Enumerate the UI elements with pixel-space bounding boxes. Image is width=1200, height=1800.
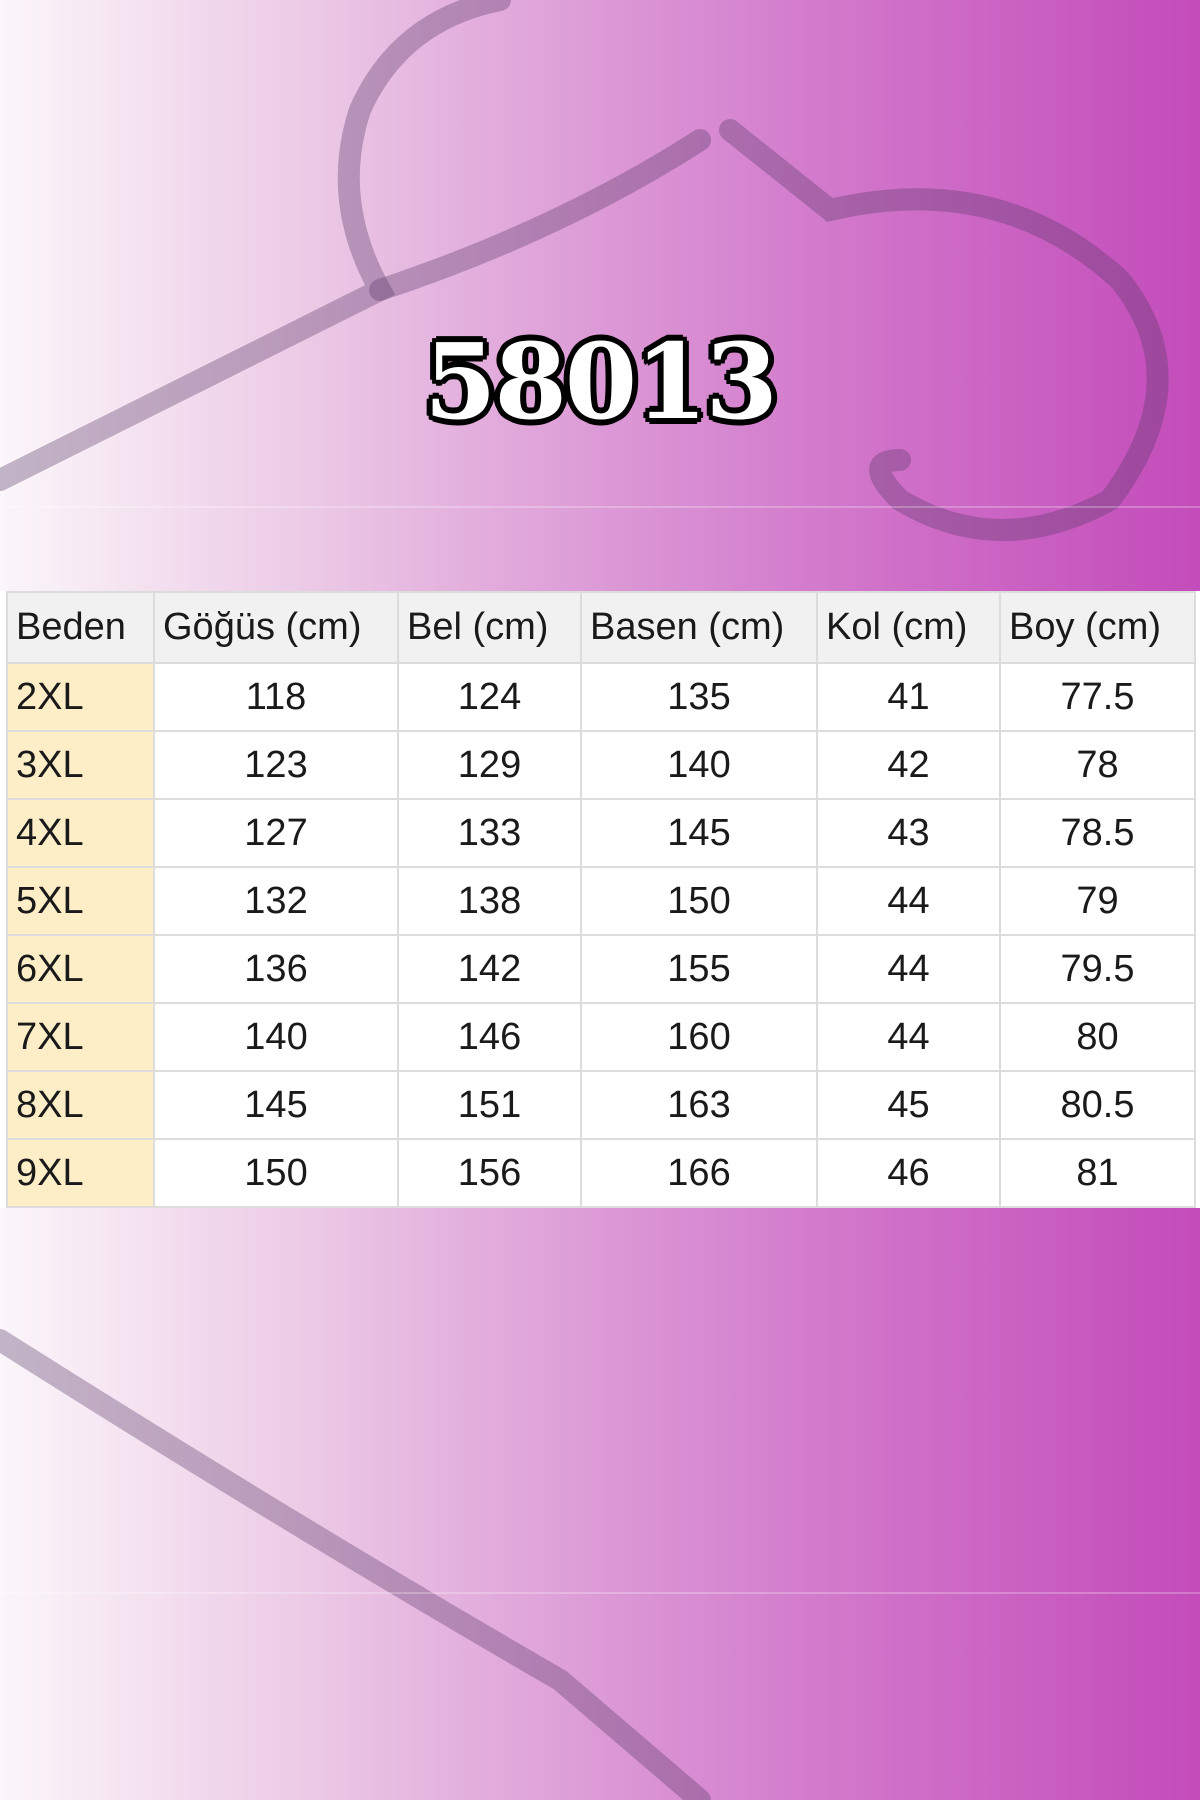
measurement-cell: 41 (816, 662, 1001, 732)
measurement-cell: 45 (816, 1070, 1001, 1140)
size-cell: 5XL (6, 866, 155, 936)
measurement-cell: 151 (397, 1070, 582, 1140)
measurement-cell: 138 (397, 866, 582, 936)
measurement-cell: 44 (816, 934, 1001, 1004)
size-cell: 8XL (6, 1070, 155, 1140)
header-cell: Kol (cm) (816, 591, 1001, 664)
measurement-cell: 80.5 (999, 1070, 1196, 1140)
measurement-cell: 78 (999, 730, 1196, 800)
measurement-cell: 135 (580, 662, 818, 732)
measurement-cell: 42 (816, 730, 1001, 800)
measurement-cell: 142 (397, 934, 582, 1004)
measurement-cell: 145 (153, 1070, 399, 1140)
size-cell: 6XL (6, 934, 155, 1004)
measurement-cell: 118 (153, 662, 399, 732)
size-cell: 9XL (6, 1138, 155, 1208)
measurement-cell: 81 (999, 1138, 1196, 1208)
measurement-cell: 166 (580, 1138, 818, 1208)
table-row: 3XL 123 129 140 42 78 (6, 730, 1196, 800)
measurement-cell: 136 (153, 934, 399, 1004)
size-table: Beden Göğüs (cm) Bel (cm) Basen (cm) Kol… (6, 591, 1196, 1208)
size-cell: 4XL (6, 798, 155, 868)
table-row: 7XL 140 146 160 44 80 (6, 1002, 1196, 1072)
measurement-cell: 132 (153, 866, 399, 936)
measurement-cell: 78.5 (999, 798, 1196, 868)
header-cell: Beden (6, 591, 155, 664)
size-chart: Beden Göğüs (cm) Bel (cm) Basen (cm) Kol… (0, 591, 1200, 1208)
header-cell: Boy (cm) (999, 591, 1196, 664)
size-cell: 3XL (6, 730, 155, 800)
size-cell: 2XL (6, 662, 155, 732)
measurement-cell: 46 (816, 1138, 1001, 1208)
measurement-cell: 140 (580, 730, 818, 800)
measurement-cell: 79.5 (999, 934, 1196, 1004)
header-cell: Göğüs (cm) (153, 591, 399, 664)
measurement-cell: 150 (153, 1138, 399, 1208)
measurement-cell: 145 (580, 798, 818, 868)
size-cell: 7XL (6, 1002, 155, 1072)
table-row: 9XL 150 156 166 46 81 (6, 1138, 1196, 1208)
measurement-cell: 160 (580, 1002, 818, 1072)
measurement-cell: 80 (999, 1002, 1196, 1072)
measurement-cell: 79 (999, 866, 1196, 936)
measurement-cell: 44 (816, 866, 1001, 936)
measurement-cell: 124 (397, 662, 582, 732)
measurement-cell: 123 (153, 730, 399, 800)
table-row: 4XL 127 133 145 43 78.5 (6, 798, 1196, 868)
measurement-cell: 155 (580, 934, 818, 1004)
table-row: 8XL 145 151 163 45 80.5 (6, 1070, 1196, 1140)
measurement-cell: 140 (153, 1002, 399, 1072)
header-cell: Bel (cm) (397, 591, 582, 664)
measurement-cell: 163 (580, 1070, 818, 1140)
measurement-cell: 133 (397, 798, 582, 868)
table-row: 5XL 132 138 150 44 79 (6, 866, 1196, 936)
table-row: 6XL 136 142 155 44 79.5 (6, 934, 1196, 1004)
header-row: Beden Göğüs (cm) Bel (cm) Basen (cm) Kol… (6, 591, 1196, 664)
measurement-cell: 127 (153, 798, 399, 868)
header-cell: Basen (cm) (580, 591, 818, 664)
measurement-cell: 156 (397, 1138, 582, 1208)
measurement-cell: 77.5 (999, 662, 1196, 732)
measurement-cell: 43 (816, 798, 1001, 868)
measurement-cell: 146 (397, 1002, 582, 1072)
measurement-cell: 129 (397, 730, 582, 800)
measurement-cell: 150 (580, 866, 818, 936)
table-row: 2XL 118 124 135 41 77.5 (6, 662, 1196, 732)
measurement-cell: 44 (816, 1002, 1001, 1072)
product-code-title: 58013 (421, 317, 781, 446)
